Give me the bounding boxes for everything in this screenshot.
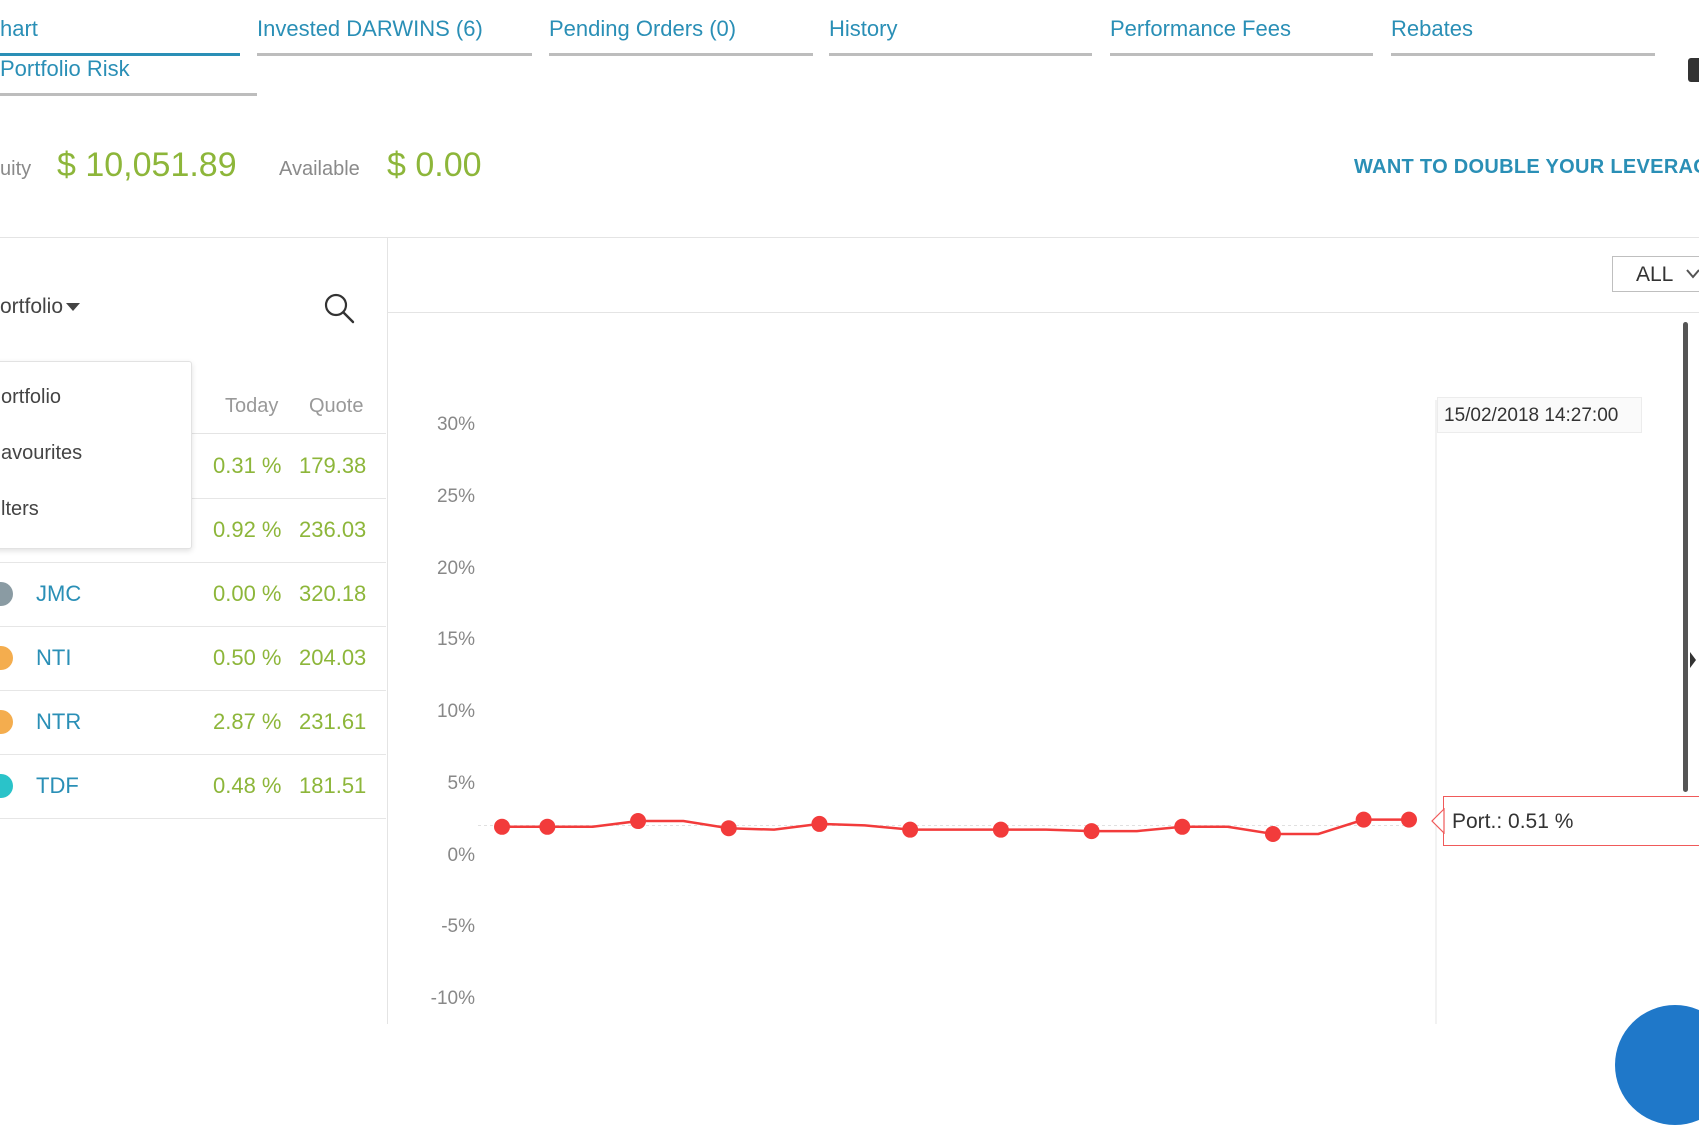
table-header-divider (190, 433, 386, 434)
tab-invested-darwins-underline (257, 53, 532, 56)
darwin-quote: 320.18 (299, 581, 367, 606)
tab-performance-fees-underline (1110, 53, 1373, 56)
y-tick-label: 20% (436, 557, 475, 579)
tab-chart-label[interactable]: hart (0, 16, 38, 41)
caret-down-icon (66, 303, 81, 312)
data-point[interactable] (811, 815, 828, 832)
tab-chart-underline (0, 53, 240, 56)
darwin-today: 2.87 % (213, 709, 282, 734)
time-range-select[interactable]: ALL (1612, 256, 1699, 292)
tab-invested-darwins-label[interactable]: Invested DARWINS (6) (257, 16, 483, 41)
data-point[interactable] (1174, 818, 1191, 835)
y-tick-label: 15% (436, 629, 475, 651)
list-select[interactable]: ortfolio (0, 295, 81, 319)
data-point[interactable] (992, 821, 1009, 838)
time-range-value: ALL (1636, 263, 1674, 286)
darwin-color-dot (0, 774, 13, 798)
data-point[interactable] (539, 818, 556, 835)
darwin-color-dot (0, 710, 13, 734)
summary-divider (0, 237, 1699, 238)
series-line-portfolio (502, 818, 1409, 836)
tab-portfolio-risk-label[interactable]: Portfolio Risk (0, 56, 130, 81)
y-tick-label: 30% (436, 414, 475, 435)
chart-toolbar-divider (388, 312, 1699, 313)
data-point[interactable] (1355, 811, 1372, 828)
tab-rebates-label[interactable]: Rebates (1391, 16, 1473, 41)
table-row[interactable]: NTI 0.50 % 204.03 (0, 626, 386, 691)
data-point[interactable] (1401, 811, 1417, 828)
y-tick-label: 0% (447, 844, 475, 866)
darwin-today: 0.48 % (213, 773, 282, 798)
table-row[interactable]: 0.31 % 179.38 (0, 434, 386, 499)
darwin-name[interactable]: NTR (36, 709, 82, 734)
tab-pending-orders-label[interactable]: Pending Orders (0) (549, 16, 737, 41)
tab-history-underline (829, 53, 1092, 56)
performance-chart[interactable] (0, 0, 1699, 1024)
available-label: Available (279, 158, 360, 180)
table-row[interactable]: NTR 2.87 % 231.61 (0, 690, 386, 755)
tooltip-pointer-icon (1431, 808, 1445, 834)
crosshair-date-label: 15/02/2018 14:27:00 (1437, 397, 1642, 433)
column-today: Today (225, 395, 279, 417)
tab-portfolio-risk-underline (0, 93, 257, 96)
equity-value: $ 10,051.89 (57, 146, 237, 184)
darwin-quote: 179.38 (299, 453, 367, 478)
darwin-quote: 236.03 (299, 517, 367, 542)
darwin-today: 0.00 % (213, 581, 282, 606)
data-point[interactable] (720, 820, 737, 837)
darwin-quote: 231.61 (299, 709, 367, 734)
darwin-today: 0.92 % (213, 517, 282, 542)
darwin-today: 0.31 % (213, 453, 282, 478)
darwin-name[interactable]: JMC (36, 581, 82, 606)
equity-label: uity (0, 158, 32, 180)
column-quote: Quote (309, 395, 364, 417)
tab-history-label[interactable]: History (829, 16, 898, 41)
y-tick-label: 25% (436, 485, 475, 507)
tab-pending-orders-underline (549, 53, 813, 56)
darwin-quote: 181.51 (299, 773, 367, 798)
data-point[interactable] (1264, 825, 1281, 842)
y-tick-label: -5% (441, 916, 475, 938)
list-select-label: ortfolio (0, 295, 64, 318)
data-point[interactable] (630, 813, 647, 830)
tab-rebates-underline (1391, 53, 1655, 56)
available-value: $ 0.00 (387, 146, 482, 184)
search-icon[interactable] (323, 292, 355, 324)
double-leverage-link[interactable]: WANT TO DOUBLE YOUR LEVERAG (1354, 156, 1699, 178)
table-row[interactable]: TDF 0.48 % 181.51 (0, 754, 386, 819)
dropdown-item-favourites[interactable]: avourites (1, 442, 83, 464)
darwin-name[interactable]: TDF (36, 773, 79, 798)
darwin-color-dot (0, 646, 13, 670)
series-tooltip: Port.: 0.51 % (1443, 796, 1699, 846)
darwin-today: 0.50 % (213, 645, 282, 670)
chevron-down-icon (1686, 269, 1699, 279)
data-point[interactable] (902, 821, 919, 838)
darwin-name[interactable]: NTI (36, 645, 72, 670)
data-point[interactable] (1083, 823, 1100, 840)
darwin-quote: 204.03 (299, 645, 367, 670)
settings-icon[interactable] (1688, 58, 1699, 82)
data-point[interactable] (494, 818, 510, 835)
y-tick-label: -10% (430, 988, 475, 1009)
darwin-color-dot (0, 582, 13, 606)
list-dropdown-menu: ortfolio avourites lters (0, 361, 192, 549)
y-tick-label: 5% (447, 772, 475, 794)
mouse-cursor-icon (1690, 652, 1696, 668)
sidebar-divider (387, 237, 388, 1024)
chart-scrollbar[interactable] (1683, 322, 1688, 792)
dropdown-item-filters[interactable]: lters (1, 498, 39, 520)
table-row[interactable]: JMC 0.00 % 320.18 (0, 562, 386, 627)
y-tick-label: 10% (436, 701, 475, 722)
tab-performance-fees-label[interactable]: Performance Fees (1110, 16, 1291, 41)
table-row[interactable]: 0.92 % 236.03 (0, 498, 386, 563)
dropdown-item-portfolio[interactable]: ortfolio (1, 386, 62, 408)
